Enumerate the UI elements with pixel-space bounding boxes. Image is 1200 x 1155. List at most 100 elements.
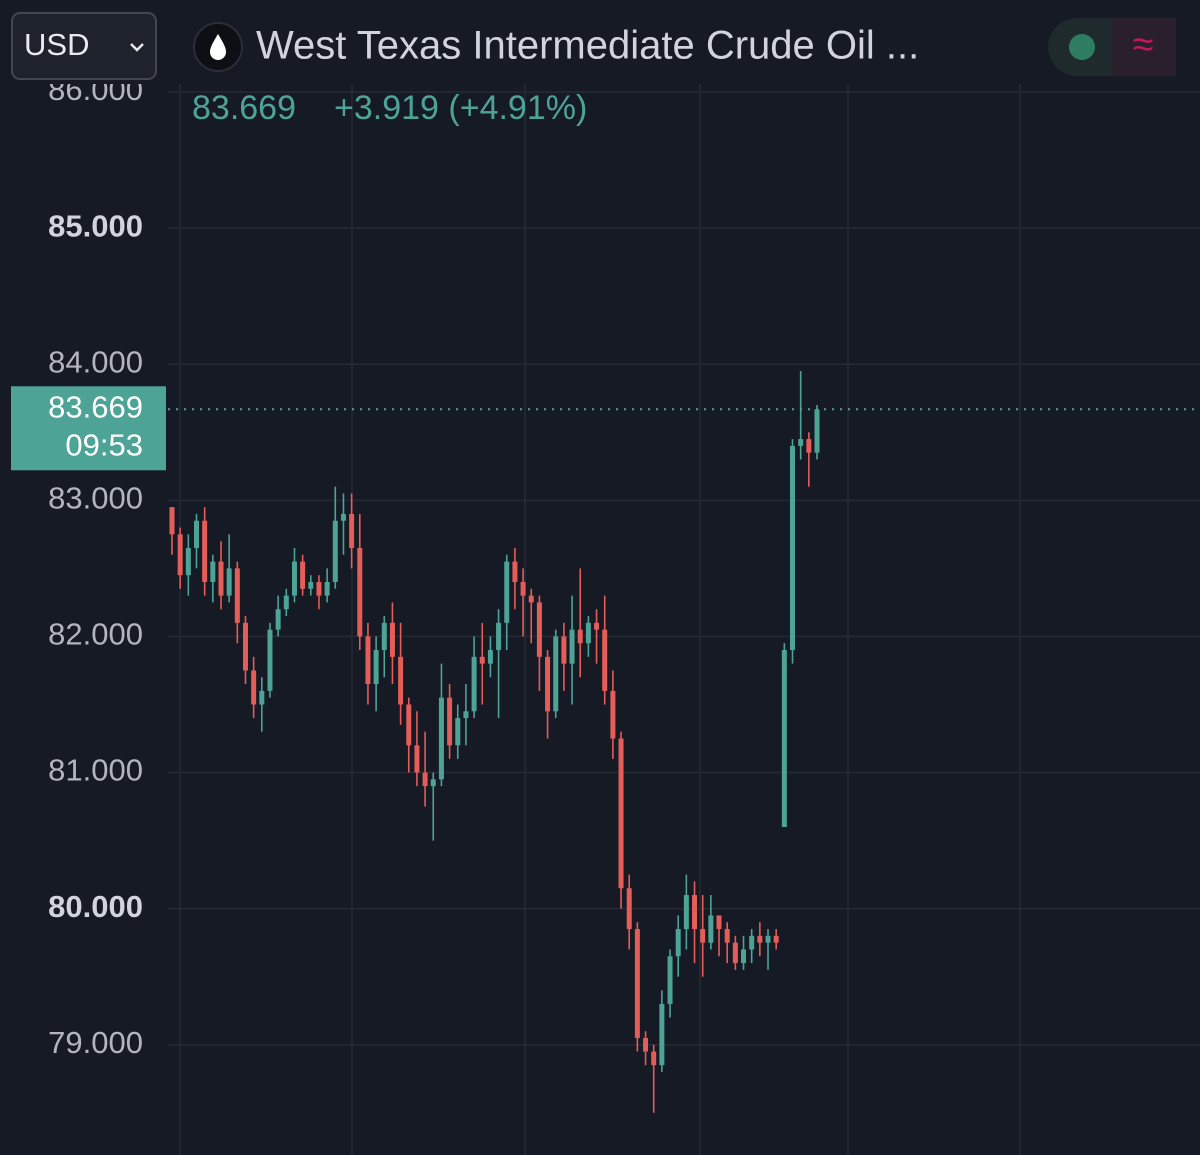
candle-body — [781, 650, 787, 827]
header-change: +3.919 (+4.91%) — [334, 89, 587, 127]
candle-body — [765, 935, 771, 943]
candle-body — [594, 622, 600, 630]
y-tick-label: 81.000 — [48, 753, 143, 788]
price-badge-value: 83.669 — [48, 389, 143, 424]
currency-dropdown[interactable] — [11, 12, 157, 80]
toggle-right — [1112, 18, 1176, 76]
candle-body — [683, 895, 689, 930]
candle-body — [479, 656, 485, 664]
grid — [179, 0, 1021, 1155]
candle-body — [504, 561, 510, 623]
y-tick-label: 82.000 — [48, 617, 143, 652]
candle-body — [324, 581, 330, 596]
candle-body — [455, 718, 461, 746]
candle-body — [741, 949, 747, 964]
candle-body — [357, 547, 363, 637]
candle-body — [218, 561, 224, 596]
candle-body — [569, 629, 575, 664]
candle-body — [283, 595, 289, 610]
candle-body — [553, 636, 559, 712]
candle-body — [643, 1037, 649, 1052]
candle-body — [471, 656, 477, 712]
candle-body — [814, 409, 820, 453]
status-dot — [1069, 34, 1095, 60]
candle-body — [177, 534, 183, 576]
candle-body — [798, 439, 804, 446]
price-badge — [11, 386, 166, 471]
y-tick-label: 85.000 — [48, 208, 143, 243]
candle-body — [259, 690, 265, 705]
candle-body — [520, 581, 526, 596]
candle-body — [185, 547, 191, 576]
candles — [169, 371, 820, 1113]
y-tick-label: 80.000 — [48, 889, 143, 924]
dropdown-arrow — [130, 43, 144, 52]
candle-body — [487, 650, 493, 664]
candle-body — [463, 711, 469, 719]
symbol-title: West Texas Intermediate Crude Oil ... — [256, 24, 919, 68]
candle-body — [496, 622, 502, 651]
candle-body — [634, 929, 640, 1038]
candle-body — [267, 629, 273, 691]
candle-body — [806, 439, 812, 453]
candle-body — [659, 1003, 665, 1066]
candle-body — [398, 656, 404, 705]
candle-body — [536, 602, 542, 657]
candle-body — [210, 561, 216, 582]
candle-body — [430, 779, 436, 787]
candle-body — [422, 772, 428, 787]
candle-body — [234, 568, 240, 623]
candle-body — [308, 581, 314, 589]
candle-body — [790, 445, 796, 651]
candle-body — [618, 738, 624, 889]
candle-body — [561, 636, 567, 664]
candle-body — [406, 704, 412, 746]
candle-body — [349, 513, 355, 548]
candle-body — [373, 650, 379, 685]
candle-body — [757, 935, 763, 943]
candle-body — [381, 622, 387, 651]
candle-body — [332, 520, 338, 582]
candle-body — [585, 622, 591, 644]
candle-body — [692, 895, 698, 930]
candle-body — [300, 561, 306, 589]
candle-body — [708, 915, 714, 943]
candle-body — [716, 915, 722, 930]
y-tick-label: 79.000 — [48, 1025, 143, 1060]
candle-body — [291, 561, 297, 596]
header-price: 83.669 — [192, 89, 296, 127]
candle-body — [512, 561, 518, 582]
candle-body — [724, 929, 730, 943]
candle-body — [202, 520, 208, 582]
y-tick-label: 84.000 — [48, 344, 143, 379]
oil-drop — [210, 34, 226, 60]
candle-body — [610, 690, 616, 739]
candle-body — [365, 636, 371, 685]
candle-body — [414, 745, 420, 773]
candle-body — [626, 888, 632, 930]
candle-body — [577, 629, 583, 644]
candle-body — [700, 929, 706, 943]
candle-body — [438, 697, 444, 780]
candle-body — [545, 656, 551, 712]
candle-body — [169, 507, 175, 535]
candle-body — [602, 629, 608, 691]
candle-body — [651, 1051, 657, 1066]
candle-body — [447, 697, 453, 746]
candle-body — [732, 942, 738, 964]
candle-body — [316, 581, 322, 596]
candle-body — [340, 513, 346, 521]
candle-body — [773, 935, 779, 943]
candle-body — [193, 520, 199, 548]
candle-body — [242, 622, 248, 671]
candle-body — [749, 935, 755, 950]
currency-label: USD — [24, 27, 89, 62]
candle-body — [251, 670, 257, 705]
candle-body — [389, 622, 395, 657]
y-tick-label: 83.000 — [48, 481, 143, 516]
candle-body — [275, 609, 281, 630]
